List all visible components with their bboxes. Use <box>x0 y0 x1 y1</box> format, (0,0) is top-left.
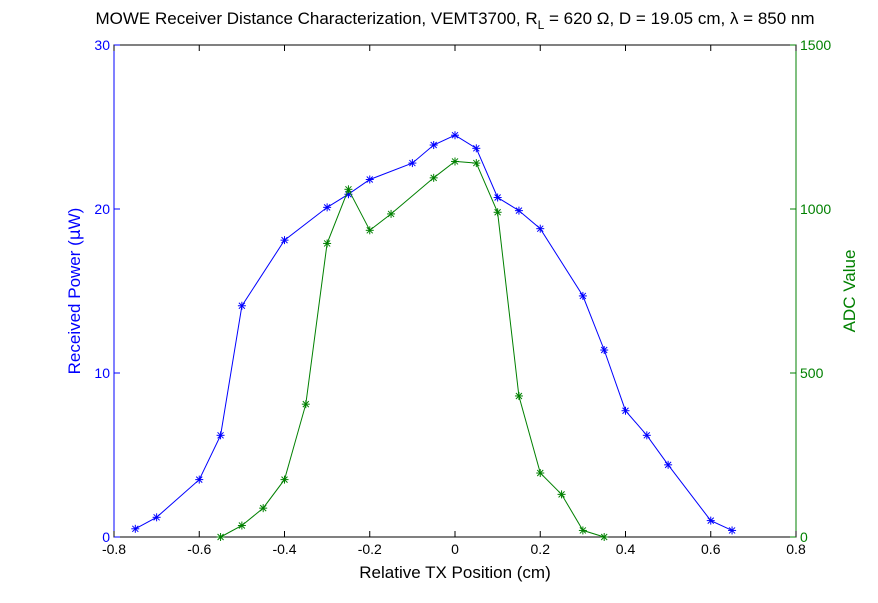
adc-value-point <box>323 239 332 248</box>
adc-value-point <box>280 475 289 484</box>
received-power-point <box>621 406 630 415</box>
x-tick-label: -0.2 <box>358 541 382 557</box>
adc-value-point <box>557 490 566 499</box>
received-power-point <box>728 526 737 535</box>
x-tick-label: 0.4 <box>616 541 636 557</box>
x-axis-label: Relative TX Position (cm) <box>359 563 550 582</box>
received-power-point <box>451 131 459 140</box>
adc-value-point <box>536 469 545 478</box>
adc-value-point <box>365 226 374 235</box>
received-power-point <box>536 224 545 233</box>
adc-value-point <box>578 526 587 535</box>
chart-title: MOWE Receiver Distance Characterization,… <box>95 9 814 32</box>
x-tick-label: 0.8 <box>786 541 806 557</box>
received-power-point <box>280 236 289 245</box>
left-tick-label: 10 <box>94 365 110 381</box>
received-power-point <box>323 203 332 212</box>
received-power-series <box>131 131 737 535</box>
adc-value-point <box>429 173 438 182</box>
adc-value-point <box>451 157 459 166</box>
received-power-point <box>493 193 502 202</box>
adc-value-point <box>514 391 523 400</box>
received-power-point <box>664 460 673 469</box>
received-power-point <box>408 159 417 168</box>
adc-value-point <box>237 521 246 530</box>
left-tick-label: 0 <box>102 529 110 545</box>
received-power-point <box>514 206 523 215</box>
adc-value-point <box>600 533 609 541</box>
adc-value-point <box>387 209 396 218</box>
x-tick-label: -0.8 <box>102 541 126 557</box>
plot-area <box>113 44 797 538</box>
received-power-point <box>472 144 481 153</box>
adc-value-point <box>259 504 268 513</box>
received-power-point <box>216 431 225 440</box>
received-power-point <box>600 346 609 355</box>
received-power-point <box>195 475 204 484</box>
received-power-point <box>131 524 140 533</box>
received-power-point <box>237 301 246 310</box>
adc-value-point <box>472 159 481 168</box>
adc-value-series <box>216 157 609 541</box>
received-power-point <box>152 513 161 522</box>
adc-value-line <box>220 160 605 538</box>
received-power-point <box>706 516 715 525</box>
right-y-axis-label: ADC Value <box>840 250 859 333</box>
received-power-point <box>642 431 651 440</box>
adc-value-point <box>493 208 502 217</box>
adc-value-point <box>301 400 310 409</box>
adc-value-point <box>216 533 225 541</box>
x-tick-label: 0.2 <box>531 541 551 557</box>
right-tick-label: 500 <box>800 365 824 381</box>
right-tick-label: 0 <box>800 529 808 545</box>
left-tick-label: 20 <box>94 201 110 217</box>
x-axis-ticks: -0.8 -0.6 -0.4 -0.2 0 0.2 0.4 0.6 0.8 <box>102 45 806 557</box>
x-tick-label: 0.6 <box>701 541 721 557</box>
x-tick-label: -0.4 <box>272 541 296 557</box>
right-tick-label: 1500 <box>800 37 831 53</box>
left-axis-ticks: 0 10 20 30 <box>94 37 120 545</box>
received-power-point <box>429 141 438 150</box>
right-tick-label: 1000 <box>800 201 831 217</box>
adc-value-point <box>344 185 353 194</box>
received-power-point <box>365 175 374 184</box>
x-tick-label: -0.6 <box>187 541 211 557</box>
received-power-point <box>578 291 587 300</box>
right-axis-ticks: 0 500 1000 1500 <box>790 37 831 545</box>
x-tick-label: 0 <box>451 541 459 557</box>
left-y-axis-label: Received Power (μW) <box>65 208 85 375</box>
left-tick-label: 30 <box>94 37 110 53</box>
